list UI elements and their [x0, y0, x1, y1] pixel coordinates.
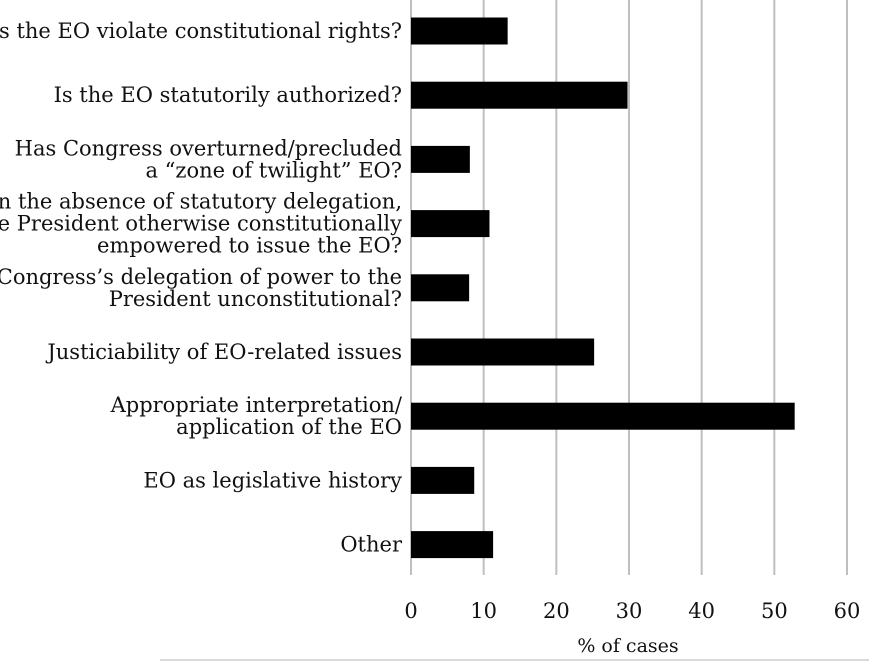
category-label-line: EO as legislative history — [143, 468, 402, 492]
bar — [411, 210, 490, 238]
category-label-line: Other — [340, 533, 403, 557]
x-tick-label: 0 — [404, 599, 417, 623]
category-labels: Does the EO violate constitutional right… — [0, 19, 403, 557]
x-tick-label: 30 — [616, 599, 643, 623]
x-tick-label: 40 — [688, 599, 715, 623]
bar — [411, 466, 475, 494]
category-label-line: President unconstitutional? — [109, 287, 402, 311]
bars — [411, 17, 795, 559]
category-label: Was Congress’s delegation of power to th… — [0, 265, 402, 311]
bar — [411, 274, 470, 302]
category-label-line: Was Congress’s delegation of power to th… — [0, 265, 402, 289]
bar — [411, 81, 628, 109]
x-tick-label: 10 — [470, 599, 497, 623]
bar — [411, 531, 494, 559]
category-label-line: is the President otherwise constitutiona… — [0, 212, 402, 236]
category-label-line: Justiciability of EO-related issues — [45, 340, 402, 364]
category-label-line: Has Congress overturned/precluded — [15, 136, 402, 160]
category-label: Justiciability of EO-related issues — [45, 340, 402, 364]
category-label-line: Does the EO violate constitutional right… — [0, 19, 402, 43]
category-label: Appropriate interpretation/application o… — [110, 393, 403, 439]
category-label-line: Appropriate interpretation/ — [110, 393, 403, 417]
x-tick-label: 50 — [761, 599, 788, 623]
bar — [411, 17, 508, 45]
bar — [411, 402, 795, 430]
category-label: In the absence of statutory delegation,i… — [0, 190, 402, 258]
category-label: Is the EO statutorily authorized? — [54, 83, 402, 107]
bar — [411, 145, 470, 173]
category-label: Does the EO violate constitutional right… — [0, 19, 402, 43]
x-tick-label: 60 — [834, 599, 861, 623]
category-label-line: empowered to issue the EO? — [97, 234, 402, 258]
category-label-line: application of the EO — [176, 415, 402, 439]
x-tick-label: 20 — [543, 599, 570, 623]
x-axis-title: % of cases — [577, 635, 678, 657]
category-label-line: Is the EO statutorily authorized? — [54, 83, 402, 107]
category-label-line: a “zone of twilight” EO? — [145, 158, 402, 182]
bar — [411, 338, 595, 366]
x-tick-labels: 0 10 20 30 40 50 60 — [404, 599, 860, 623]
category-label: Other — [340, 533, 403, 557]
category-label: EO as legislative history — [143, 468, 402, 492]
category-label-line: In the absence of statutory delegation, — [0, 190, 402, 214]
category-label: Has Congress overturned/precluded a “zone… — [15, 136, 402, 182]
